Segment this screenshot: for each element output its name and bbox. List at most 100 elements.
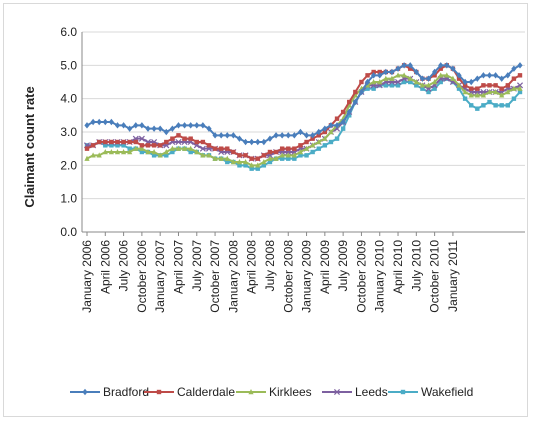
x-tick-label: January 2010 [373, 240, 387, 313]
data-point [194, 149, 200, 155]
series-wakefield [84, 76, 523, 171]
data-point [133, 145, 139, 151]
data-point [364, 78, 371, 86]
data-point [243, 153, 248, 158]
data-point [493, 103, 498, 108]
data-point [371, 86, 376, 91]
data-point [188, 145, 194, 151]
data-point [96, 139, 102, 145]
data-point [456, 82, 462, 88]
data-point [231, 149, 236, 155]
legend-marker [248, 389, 254, 395]
data-point [462, 96, 468, 101]
chart-frame [3, 3, 528, 417]
data-point [310, 142, 316, 148]
data-point [365, 73, 370, 78]
data-point [413, 79, 419, 85]
data-point [298, 143, 303, 148]
data-point [425, 75, 432, 82]
y-tick-label: 0.0 [60, 225, 77, 239]
data-point [139, 149, 145, 155]
data-point [255, 166, 260, 171]
data-point [279, 156, 285, 161]
data-point [377, 72, 383, 79]
data-point [469, 103, 474, 108]
data-point [475, 86, 480, 91]
data-point [432, 79, 438, 85]
data-point [340, 126, 346, 131]
data-point [108, 118, 114, 126]
data-point [395, 72, 401, 78]
data-point [151, 125, 157, 132]
data-point [487, 83, 492, 88]
data-point [103, 139, 108, 145]
data-point [468, 78, 474, 86]
data-point [469, 86, 474, 91]
data-point [243, 163, 248, 168]
data-point [420, 86, 425, 91]
data-point [304, 139, 309, 145]
data-point [303, 145, 310, 151]
data-point [194, 122, 200, 129]
data-point [84, 146, 90, 151]
data-point [200, 152, 206, 158]
data-point [236, 159, 243, 165]
data-point [505, 103, 511, 108]
data-point [462, 78, 468, 86]
legend-label: Calderdale [177, 385, 235, 399]
data-point [273, 155, 279, 161]
data-point [322, 143, 328, 148]
data-point [236, 135, 243, 142]
data-point [450, 65, 456, 72]
data-point [481, 83, 486, 88]
data-point [462, 89, 468, 95]
data-point [486, 89, 493, 95]
data-point [395, 65, 401, 72]
data-point [414, 83, 419, 88]
x-tick-label: July 2006 [117, 240, 131, 292]
data-point [328, 139, 334, 145]
data-point [389, 68, 395, 76]
legend: Bradford Calderdale Kirklees Leeds Wakefield [70, 385, 473, 399]
series-lines [83, 62, 524, 171]
data-point [279, 146, 285, 151]
legend-item-kirklees: Kirklees [236, 385, 312, 399]
data-point [114, 122, 121, 129]
data-point [218, 155, 224, 161]
legend-label: Wakefield [421, 385, 473, 399]
data-point [377, 79, 383, 85]
data-point [352, 92, 358, 98]
data-point [517, 62, 523, 69]
data-point [242, 159, 249, 165]
data-point [133, 139, 138, 145]
data-point [511, 76, 517, 81]
data-point [164, 139, 169, 145]
data-point [456, 86, 462, 91]
data-point [151, 143, 157, 148]
data-point [505, 83, 511, 88]
data-point [438, 62, 444, 69]
data-point [109, 143, 114, 148]
data-point [163, 128, 169, 136]
data-point [249, 138, 255, 146]
data-point [365, 86, 370, 91]
data-point [487, 99, 492, 105]
data-point [145, 149, 151, 155]
data-point [225, 159, 230, 165]
data-point [115, 143, 120, 148]
data-point [310, 136, 315, 141]
data-point [353, 89, 358, 95]
data-point [114, 149, 121, 155]
data-point [206, 125, 212, 132]
data-point [84, 122, 90, 129]
data-point [291, 152, 297, 158]
data-point [486, 72, 493, 79]
data-point [358, 88, 365, 96]
y-tick-label: 6.0 [60, 25, 77, 39]
data-point [261, 153, 267, 158]
data-point [493, 83, 498, 88]
data-point [170, 149, 175, 155]
data-point [371, 79, 377, 85]
data-point [474, 92, 480, 98]
data-point [505, 72, 511, 79]
